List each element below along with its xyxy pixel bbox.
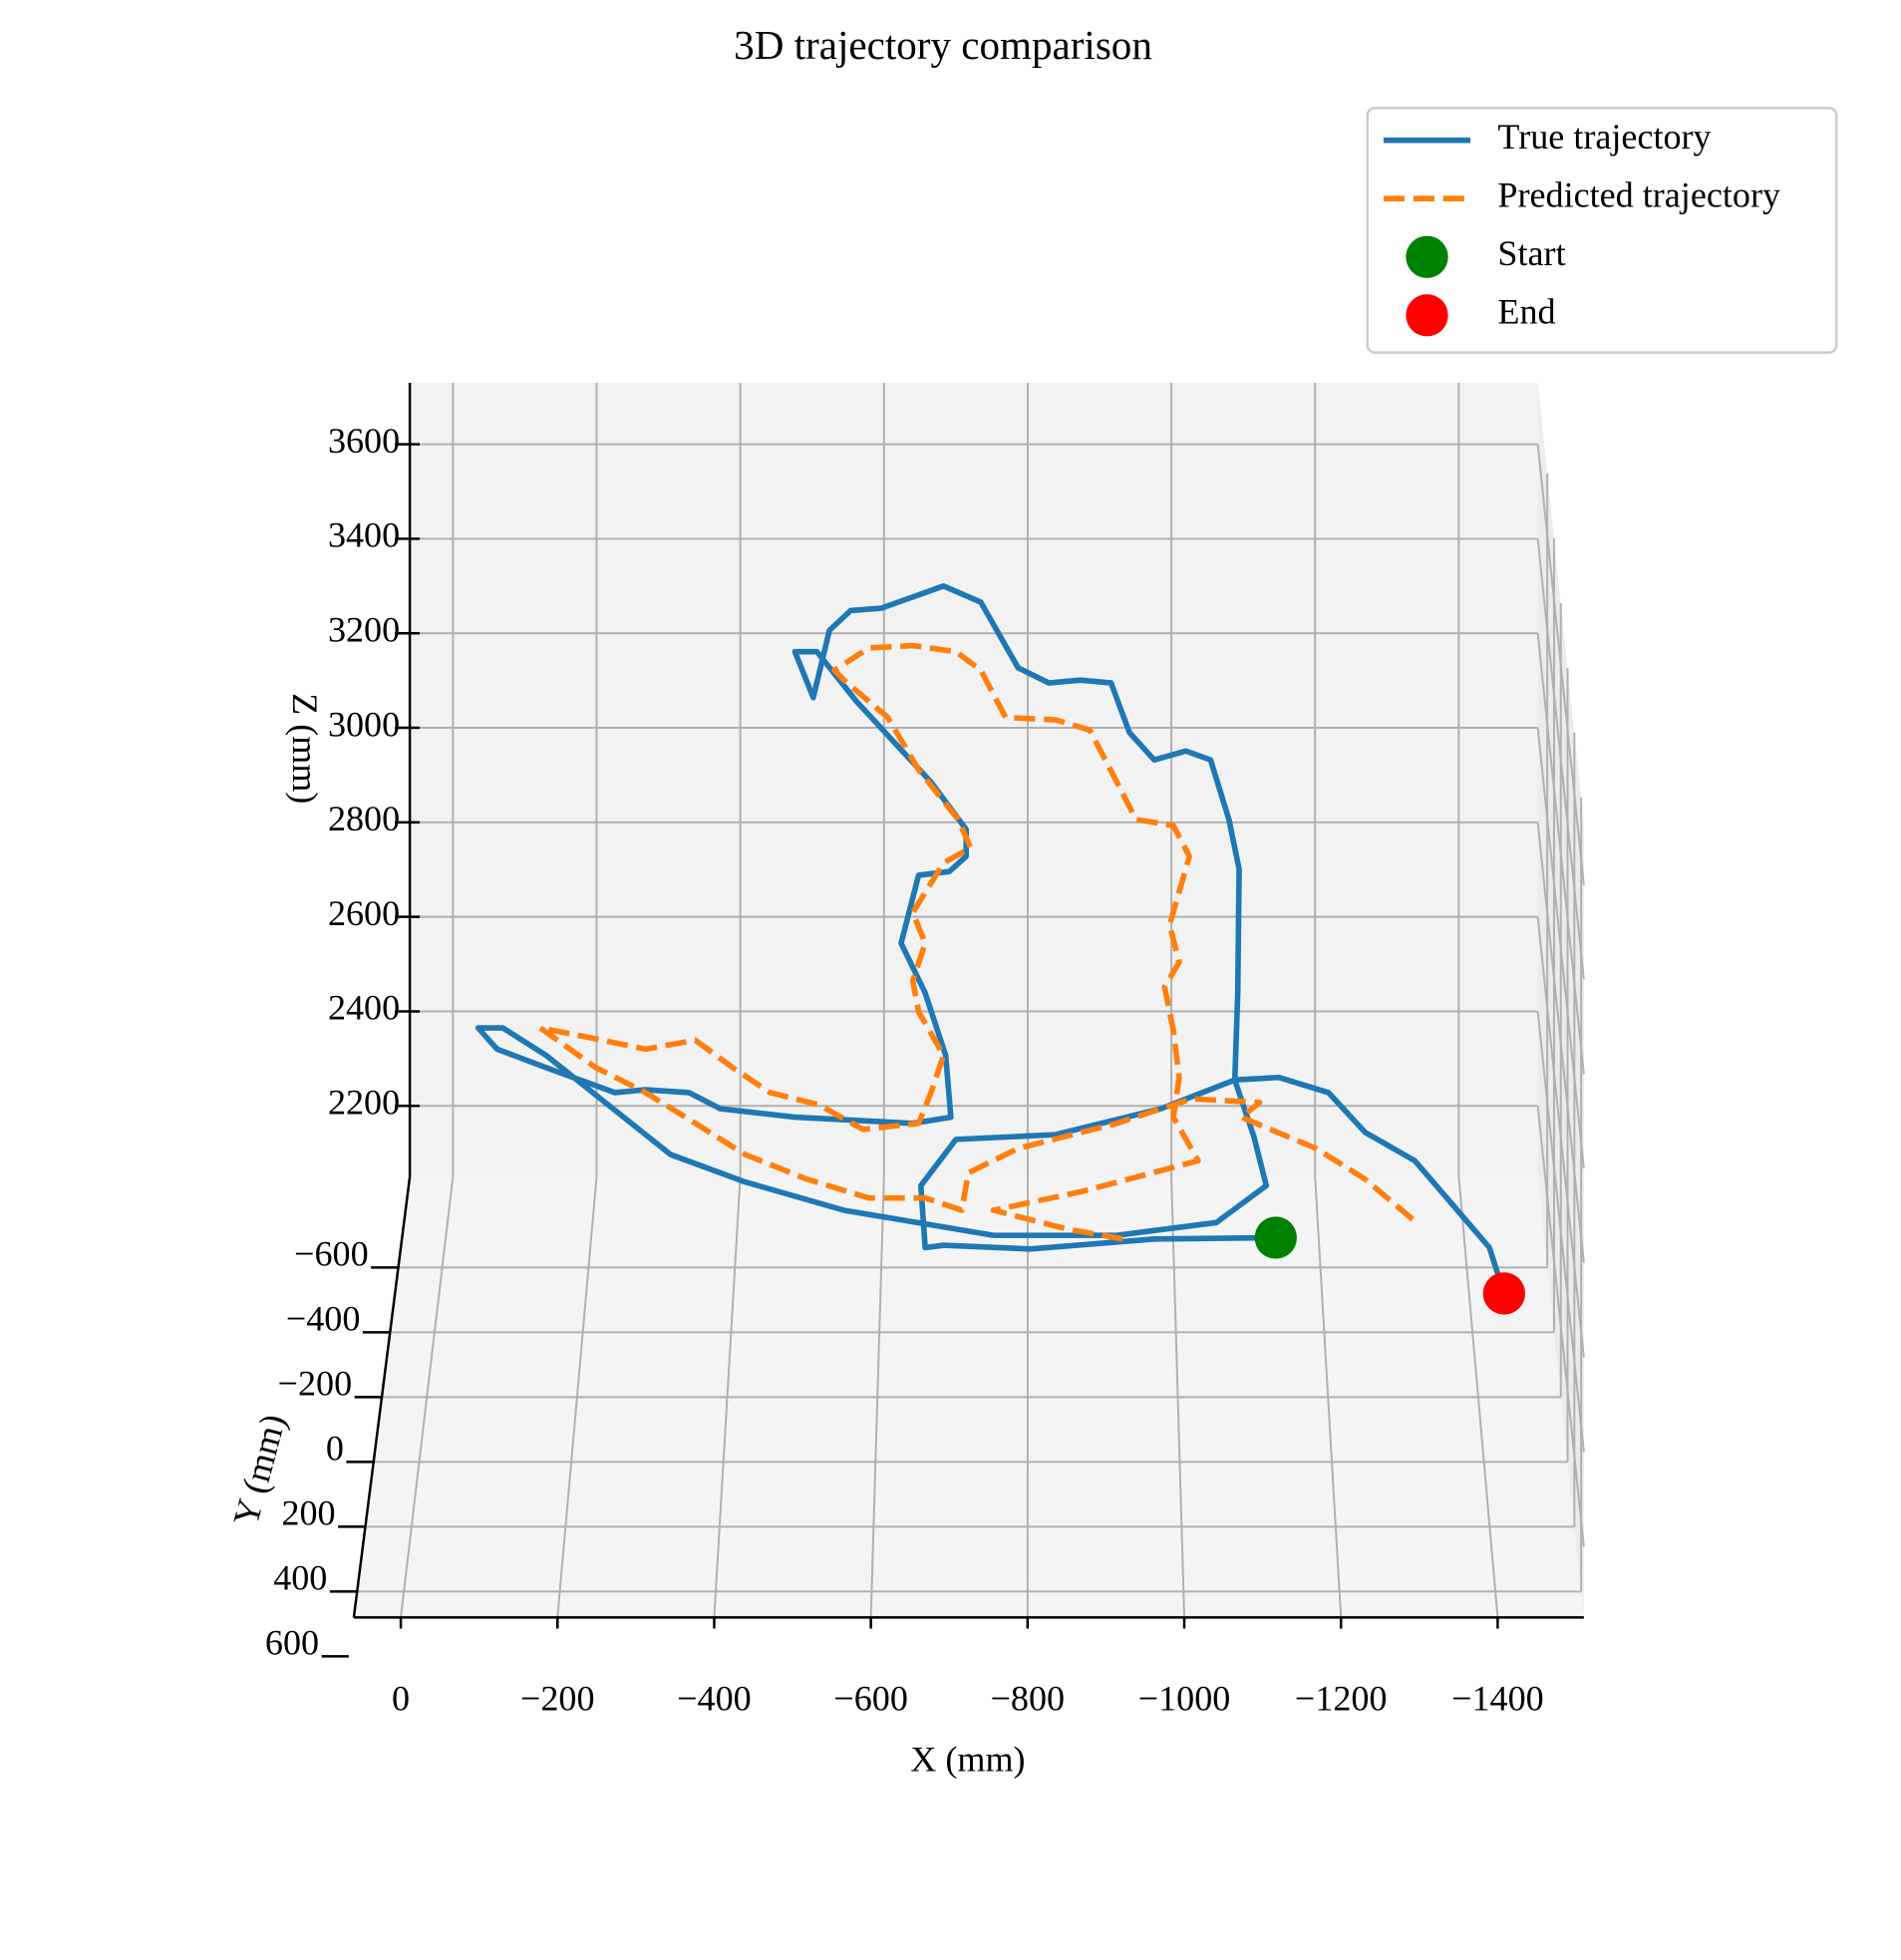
z-tick-label: 3200 — [328, 610, 400, 650]
x-axis-label: X (mm) — [910, 1739, 1025, 1779]
x-tick-label: −800 — [991, 1678, 1065, 1718]
back-pane — [410, 383, 1538, 1177]
legend-box — [1366, 107, 1838, 354]
x-tick-label: −1000 — [1138, 1678, 1231, 1718]
z-tick-label: 3600 — [328, 421, 400, 461]
z-tick-label: 2800 — [328, 799, 400, 838]
legend-label: Start — [1497, 233, 1565, 273]
marker-point — [1482, 1272, 1526, 1315]
z-tick-label: 3400 — [328, 515, 400, 555]
y-tick-label: −600 — [294, 1234, 368, 1274]
legend-handle — [1406, 235, 1448, 278]
x-tick-label: −400 — [677, 1678, 751, 1718]
trajectory-line — [537, 642, 1415, 1242]
chart-title: 3D trajectory comparison — [734, 22, 1152, 68]
y-tick-label: 400 — [273, 1558, 327, 1598]
z-axis-label: Z (mm) — [285, 693, 325, 804]
x-tick-label: −200 — [520, 1678, 594, 1718]
z-tick-label: 2200 — [328, 1083, 400, 1123]
legend-label: True trajectory — [1497, 117, 1711, 157]
y-tick-label: 600 — [265, 1623, 319, 1663]
y-tick-label: 200 — [281, 1493, 335, 1533]
z-tick-label: 3000 — [328, 704, 400, 744]
marker-point — [1254, 1216, 1297, 1259]
x-tick-label: −1400 — [1451, 1678, 1544, 1718]
legend-handle — [1406, 294, 1448, 337]
z-tick-label: 2400 — [328, 988, 400, 1028]
z-tick-label: 2600 — [328, 893, 400, 933]
x-tick-label: 0 — [392, 1678, 410, 1718]
y-tick-label: 0 — [326, 1429, 344, 1469]
legend-label: Predicted trajectory — [1497, 174, 1780, 214]
legend-label: End — [1497, 292, 1555, 332]
y-tick-label: −400 — [286, 1299, 360, 1339]
x-tick-label: −1200 — [1295, 1678, 1388, 1718]
x-tick-label: −600 — [833, 1678, 907, 1718]
y-tick-label: −200 — [278, 1364, 352, 1404]
